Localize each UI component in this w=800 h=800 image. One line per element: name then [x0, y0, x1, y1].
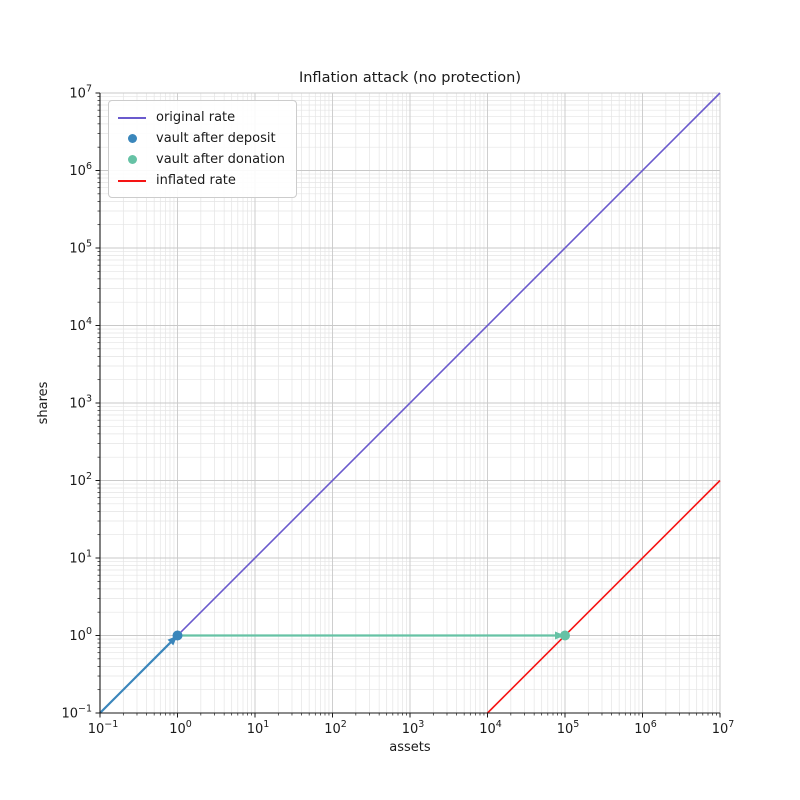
swatch-color: [118, 179, 146, 182]
legend-item: vault after donation: [117, 149, 285, 170]
swatch-color: [118, 116, 146, 119]
x-tick-label: 100: [169, 719, 192, 737]
legend-item-label: original rate: [156, 110, 236, 125]
y-tick-label: 106: [69, 161, 92, 179]
legend-line-swatch: [117, 116, 147, 119]
y-tick-label: 10−1: [61, 704, 92, 722]
deposit-arrow: [99, 641, 172, 714]
swatch-color: [127, 134, 137, 143]
x-tick-label: 107: [712, 719, 735, 737]
y-tick-label: 105: [69, 239, 92, 257]
chart-title: Inflation attack (no protection): [299, 70, 521, 86]
x-tick-label: 106: [634, 719, 657, 737]
y-tick-label: 104: [69, 316, 92, 334]
legend-item: inflated rate: [117, 170, 285, 191]
legend-item-label: inflated rate: [156, 173, 236, 188]
y-axis-label: shares: [36, 381, 51, 424]
legend-item: original rate: [117, 107, 285, 128]
legend-item-label: vault after deposit: [156, 131, 276, 146]
x-tick-label: 10−1: [88, 719, 119, 737]
x-tick-label: 102: [324, 719, 347, 737]
legend: original rate vault after deposit vault af…: [108, 100, 297, 198]
legend-dot-swatch: [117, 155, 147, 164]
swatch-color: [127, 155, 137, 164]
y-tick-label: 107: [69, 84, 92, 102]
x-tick-label: 104: [479, 719, 502, 737]
series-line-original-rate: [99, 92, 721, 714]
x-axis-label: assets: [389, 740, 431, 755]
y-tick-label: 101: [69, 549, 92, 567]
legend-item-label: vault after donation: [156, 152, 285, 167]
series-layer: [99, 92, 721, 714]
point-vault-after-deposit: [172, 630, 183, 641]
point-vault-after-donation: [560, 630, 570, 641]
x-tick-label: 105: [557, 719, 580, 737]
legend-line-swatch: [117, 179, 147, 182]
y-tick-label: 103: [69, 394, 92, 412]
x-tick-label: 103: [402, 719, 425, 737]
series-line-inflated-rate: [486, 479, 721, 714]
legend-dot-swatch: [117, 134, 147, 143]
y-tick-label: 102: [69, 471, 92, 489]
legend-item: vault after deposit: [117, 128, 285, 149]
y-tick-label: 100: [69, 626, 92, 644]
x-tick-label: 101: [247, 719, 270, 737]
